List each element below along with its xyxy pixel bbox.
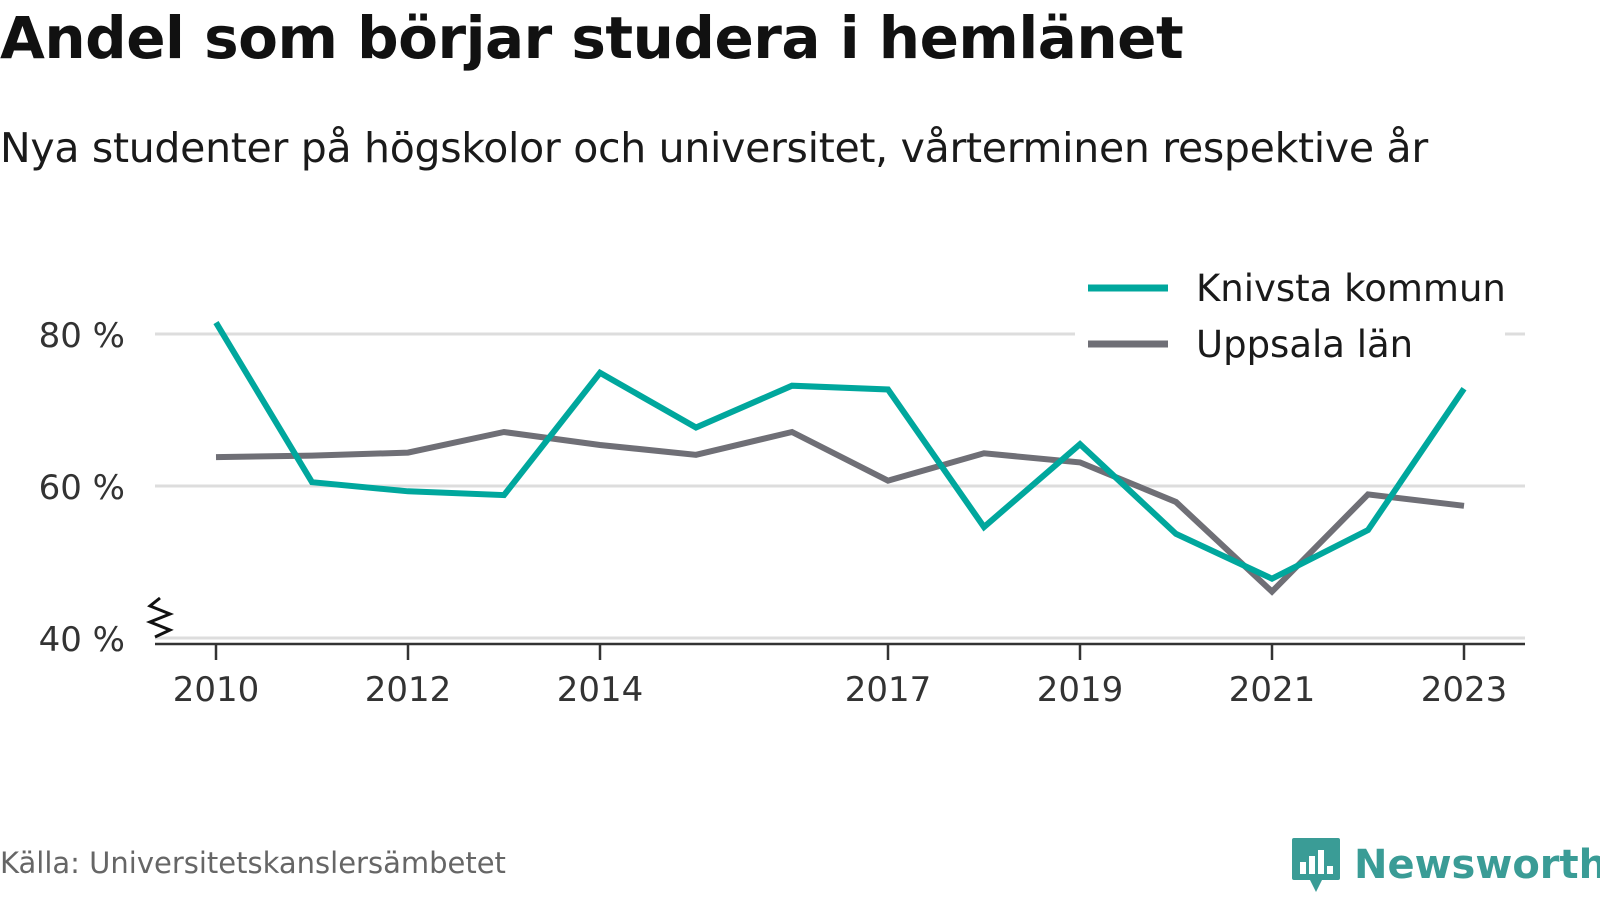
- x-tick-label: 2010: [173, 670, 260, 710]
- source-note: Källa: Universitetskanslersämbetet: [0, 846, 506, 880]
- newsworthy-logo-icon: [1292, 838, 1340, 892]
- y-tick-label: 80 %: [39, 316, 125, 356]
- axis-break-icon: [145, 596, 175, 639]
- x-tick-label: 2014: [557, 670, 644, 710]
- legend-background: [1075, 262, 1505, 374]
- x-tick-label: 2017: [845, 670, 932, 710]
- x-tick-label: 2012: [365, 670, 452, 710]
- y-tick-label: 40 %: [39, 620, 125, 660]
- legend-label: Knivsta kommun: [1196, 267, 1506, 310]
- brand-logo: Newsworthy: [1290, 836, 1600, 894]
- series-line: [215, 428, 1465, 596]
- legend-label: Uppsala län: [1196, 323, 1413, 366]
- x-tick-label: 2021: [1229, 670, 1316, 710]
- y-tick-label: 60 %: [39, 468, 125, 508]
- chart-subtitle: Nya studenter på högskolor och universit…: [0, 124, 1428, 172]
- x-tick-label: 2019: [1037, 670, 1124, 710]
- series-line: [213, 321, 1467, 583]
- chart-title: Andel som börjar studera i hemlänet: [0, 4, 1184, 72]
- x-tick-label: 2023: [1421, 670, 1508, 710]
- brand-name: Newsworthy: [1354, 842, 1600, 888]
